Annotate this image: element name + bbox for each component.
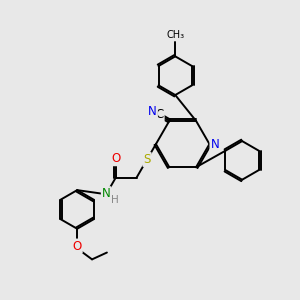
Text: C: C bbox=[155, 108, 164, 121]
Text: O: O bbox=[111, 152, 120, 165]
Text: S: S bbox=[143, 153, 151, 166]
Text: CH₃: CH₃ bbox=[167, 30, 185, 40]
Text: O: O bbox=[73, 239, 82, 253]
Text: N: N bbox=[210, 138, 219, 151]
Text: N: N bbox=[102, 187, 110, 200]
Text: N: N bbox=[148, 105, 157, 118]
Text: H: H bbox=[111, 195, 119, 205]
